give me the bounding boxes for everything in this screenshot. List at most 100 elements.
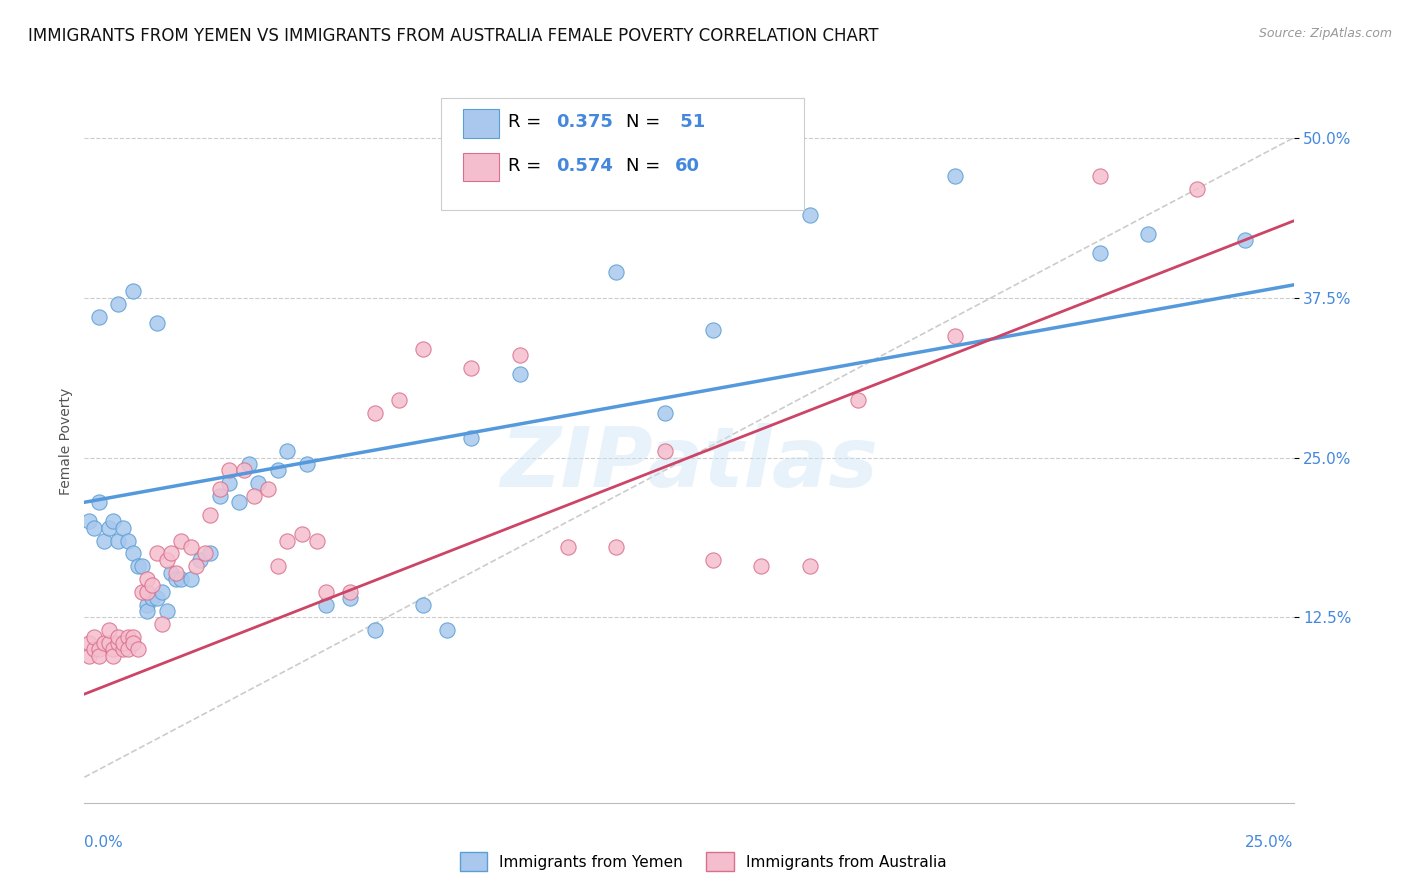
Point: [238, 457, 260, 471]
Point: [198, 546, 221, 560]
Point: [846, 392, 869, 407]
Point: [117, 533, 139, 548]
Point: [557, 540, 579, 554]
Point: [83, 521, 105, 535]
Text: ZIPatlas: ZIPatlas: [501, 423, 877, 504]
Point: [136, 572, 159, 586]
Point: [97, 623, 120, 637]
Text: N =: N =: [626, 156, 666, 175]
Point: [363, 406, 385, 420]
Point: [267, 463, 290, 477]
Text: IMMIGRANTS FROM YEMEN VS IMMIGRANTS FROM AUSTRALIA FEMALE POVERTY CORRELATION CH: IMMIGRANTS FROM YEMEN VS IMMIGRANTS FROM…: [28, 27, 879, 45]
Point: [107, 630, 129, 644]
Point: [208, 489, 231, 503]
Point: [127, 642, 149, 657]
Text: R =: R =: [508, 156, 547, 175]
Point: [363, 623, 385, 637]
Point: [117, 630, 139, 644]
Point: [751, 559, 773, 574]
Point: [295, 457, 318, 471]
Point: [184, 559, 207, 574]
Text: 0.375: 0.375: [555, 113, 613, 131]
Point: [121, 630, 143, 644]
Text: 25.0%: 25.0%: [1246, 835, 1294, 850]
Point: [121, 636, 143, 650]
Point: [103, 515, 125, 529]
FancyBboxPatch shape: [463, 109, 499, 138]
Point: [131, 559, 153, 574]
Point: [509, 368, 531, 382]
Y-axis label: Female Poverty: Female Poverty: [59, 388, 73, 495]
Text: 0.574: 0.574: [555, 156, 613, 175]
Point: [218, 463, 240, 477]
Point: [228, 495, 250, 509]
FancyBboxPatch shape: [463, 153, 499, 181]
Point: [943, 169, 966, 184]
Point: [943, 329, 966, 343]
Point: [141, 591, 163, 606]
Text: N =: N =: [626, 113, 666, 131]
Point: [412, 342, 434, 356]
Point: [87, 642, 110, 657]
Point: [136, 598, 159, 612]
Point: [136, 604, 159, 618]
Point: [155, 604, 177, 618]
Point: [150, 584, 173, 599]
Point: [121, 285, 143, 299]
Point: [146, 546, 169, 560]
Point: [339, 591, 361, 606]
Point: [654, 444, 676, 458]
Point: [83, 630, 105, 644]
Point: [339, 584, 361, 599]
Text: Source: ZipAtlas.com: Source: ZipAtlas.com: [1258, 27, 1392, 40]
Point: [233, 463, 256, 477]
Point: [83, 642, 105, 657]
Point: [412, 598, 434, 612]
Point: [160, 546, 183, 560]
Point: [87, 495, 110, 509]
Point: [103, 642, 125, 657]
Point: [97, 521, 120, 535]
Point: [141, 578, 163, 592]
Point: [267, 559, 290, 574]
Point: [112, 642, 135, 657]
Point: [799, 208, 821, 222]
Point: [198, 508, 221, 522]
Point: [170, 533, 193, 548]
Point: [190, 553, 212, 567]
Point: [654, 406, 676, 420]
Point: [1185, 182, 1208, 196]
Point: [208, 483, 231, 497]
Point: [605, 540, 627, 554]
Text: 60: 60: [675, 156, 699, 175]
Point: [77, 648, 100, 663]
Point: [305, 533, 328, 548]
Point: [121, 546, 143, 560]
Point: [291, 527, 314, 541]
Point: [150, 616, 173, 631]
Point: [460, 361, 482, 376]
Point: [136, 584, 159, 599]
Point: [276, 533, 298, 548]
Point: [87, 648, 110, 663]
Point: [165, 566, 187, 580]
Point: [146, 591, 169, 606]
Point: [180, 540, 202, 554]
Point: [170, 572, 193, 586]
Point: [117, 642, 139, 657]
Point: [165, 572, 187, 586]
Point: [77, 515, 100, 529]
Point: [460, 431, 482, 445]
Point: [388, 392, 411, 407]
Point: [436, 623, 458, 637]
Point: [315, 584, 337, 599]
Legend: Immigrants from Yemen, Immigrants from Australia: Immigrants from Yemen, Immigrants from A…: [454, 847, 952, 877]
Point: [155, 553, 177, 567]
Point: [77, 636, 100, 650]
Point: [131, 584, 153, 599]
Point: [257, 483, 280, 497]
Point: [799, 559, 821, 574]
Point: [107, 636, 129, 650]
Point: [315, 598, 337, 612]
Point: [702, 323, 724, 337]
